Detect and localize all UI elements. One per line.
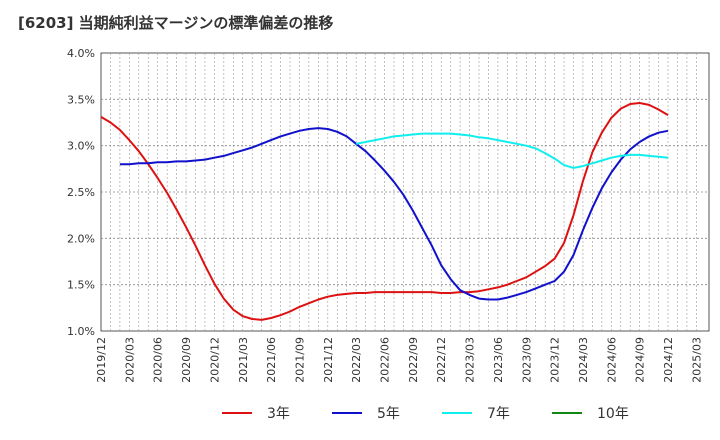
series-line-7年	[355, 132, 669, 169]
chart-title: [6203] 当期純利益マージンの標準偏差の推移	[18, 14, 334, 32]
legend-label: 7年	[487, 406, 510, 422]
x-axis-ticks: 2019/12 2020/03 2020/06 2020/09 2020/12 2021/…	[95, 337, 703, 383]
y-axis-ticks: 1.0% 1.5% 2.0% 2.5% 3.0% 3.5% 4.0%	[67, 47, 95, 338]
x-tick-label: 2023/03	[464, 337, 477, 383]
x-tick-label: 2023/12	[549, 337, 562, 383]
legend-label: 5年	[377, 406, 400, 422]
x-tick-label: 2022/06	[379, 337, 392, 383]
y-tick-label: 1.0%	[67, 325, 95, 338]
x-tick-label: 2021/12	[322, 337, 335, 383]
y-tick-label: 3.0%	[67, 140, 95, 153]
x-tick-label: 2025/03	[690, 337, 703, 383]
x-tick-label: 2020/03	[123, 337, 136, 383]
x-tick-label: 2020/06	[152, 337, 165, 383]
x-tick-label: 2024/09	[634, 337, 647, 383]
x-tick-label: 2022/12	[435, 337, 448, 383]
x-tick-label: 2023/06	[492, 337, 505, 383]
x-tick-label: 2019/12	[95, 337, 108, 383]
y-tick-label: 3.5%	[67, 93, 95, 106]
legend-label: 10年	[597, 406, 629, 422]
series-lines	[100, 102, 669, 321]
y-tick-label: 1.5%	[67, 279, 95, 292]
legend-label: 3年	[267, 406, 290, 422]
x-tick-label: 2021/06	[265, 337, 278, 383]
y-tick-label: 4.0%	[67, 47, 95, 60]
series-line-5年	[119, 127, 669, 301]
x-tick-label: 2023/09	[520, 337, 533, 383]
x-tick-label: 2024/12	[662, 337, 675, 383]
series-line-3年	[100, 102, 669, 321]
x-tick-label: 2020/12	[208, 337, 221, 383]
legend: 3年 5年 7年 10年	[222, 406, 629, 422]
x-tick-label: 2022/09	[407, 337, 420, 383]
x-tick-label: 2024/06	[605, 337, 618, 383]
y-tick-label: 2.5%	[67, 186, 95, 199]
x-tick-label: 2021/09	[293, 337, 306, 383]
grid	[101, 53, 709, 331]
x-tick-label: 2020/09	[180, 337, 193, 383]
x-tick-label: 2022/03	[350, 337, 363, 383]
x-tick-label: 2021/03	[237, 337, 250, 383]
x-tick-label: 2024/03	[577, 337, 590, 383]
y-tick-label: 2.0%	[67, 232, 95, 245]
